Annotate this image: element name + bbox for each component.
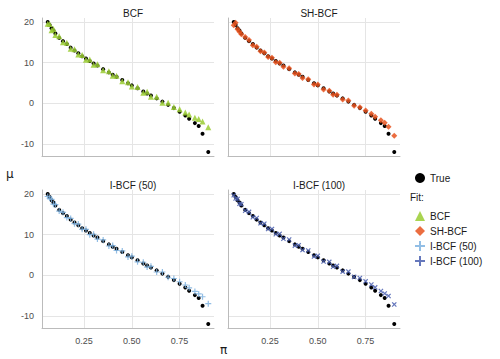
svg-text:BCF: BCF <box>123 8 143 19</box>
svg-text:0.75: 0.75 <box>357 336 375 346</box>
svg-text:-10: -10 <box>21 139 34 149</box>
svg-text:I-BCF (100): I-BCF (100) <box>430 256 482 267</box>
svg-text:Fit:: Fit: <box>410 192 424 203</box>
svg-text:True: True <box>430 173 451 184</box>
svg-text:π: π <box>220 343 227 357</box>
svg-text:0.50: 0.50 <box>309 336 327 346</box>
svg-text:20: 20 <box>24 17 34 27</box>
svg-text:0.50: 0.50 <box>123 336 141 346</box>
svg-text:SH-BCF: SH-BCF <box>300 8 337 19</box>
svg-text:0: 0 <box>29 98 34 108</box>
svg-text:0.75: 0.75 <box>171 336 189 346</box>
svg-text:20: 20 <box>24 189 34 199</box>
svg-text:0.25: 0.25 <box>75 336 93 346</box>
svg-text:SH-BCF: SH-BCF <box>430 226 467 237</box>
svg-text:10: 10 <box>24 58 34 68</box>
svg-text:I-BCF (50): I-BCF (50) <box>430 241 477 252</box>
svg-text:I-BCF (50): I-BCF (50) <box>110 180 157 191</box>
svg-text:μ: μ <box>6 167 14 181</box>
svg-text:BCF: BCF <box>430 211 450 222</box>
svg-text:I-BCF (100): I-BCF (100) <box>293 180 345 191</box>
svg-text:10: 10 <box>24 230 34 240</box>
svg-text:-10: -10 <box>21 311 34 321</box>
svg-text:0.25: 0.25 <box>261 336 279 346</box>
svg-text:0: 0 <box>29 270 34 280</box>
